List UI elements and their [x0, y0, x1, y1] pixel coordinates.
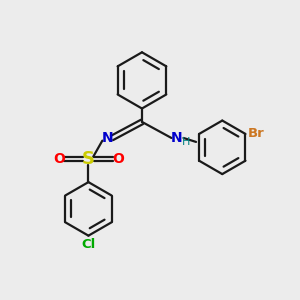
Text: N: N — [101, 131, 113, 145]
Text: H: H — [182, 137, 190, 147]
Text: Br: Br — [248, 128, 265, 140]
Text: S: S — [82, 150, 95, 168]
Text: N: N — [171, 131, 183, 145]
Text: Cl: Cl — [81, 238, 96, 251]
Text: O: O — [112, 152, 124, 167]
Text: O: O — [53, 152, 65, 167]
